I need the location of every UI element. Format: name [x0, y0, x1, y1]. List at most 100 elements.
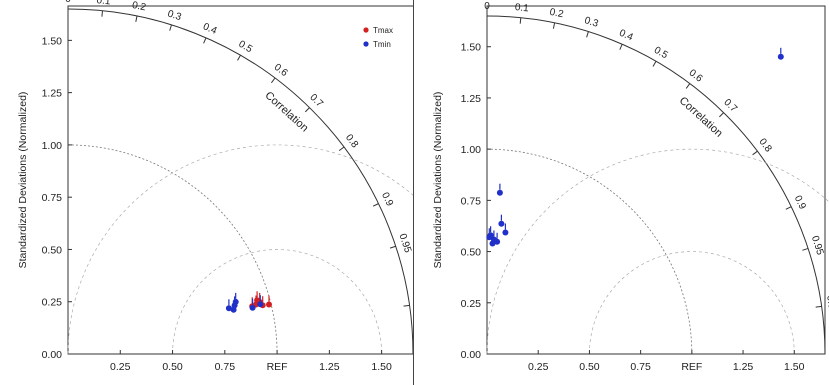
- chart-0-corr-tick-label-4: 0.4: [201, 21, 219, 37]
- chart-0-series-1-point-2: [225, 305, 232, 312]
- chart-0-outer-arc: [67, 8, 414, 355]
- chart-0-ytick-label-6: 1.50: [42, 35, 63, 47]
- chart-0-corr-tick-6: [270, 77, 276, 84]
- chart-0-corr-tick-10: [389, 245, 396, 249]
- chart-0-model-label-3: 4 - IPSL-CM5A: [90, 0, 147, 2]
- chart-1-corr-tick-label-1: 0.1: [514, 2, 529, 14]
- chart-0-series-1-point-4: [257, 301, 264, 308]
- chart-0-corr-tick-4: [203, 37, 207, 44]
- chart-0-frame: [67, 5, 414, 355]
- chart-0-legend-label-1: Tmin: [373, 40, 391, 49]
- chart-1-xtick-label-1: 0.50: [579, 361, 600, 373]
- chart-0-model-label-1: 2 - CNRM-CM5: [90, 0, 149, 2]
- chart-0-corr-tick-2: [135, 15, 138, 22]
- chart-1-model-label-3: 4 - IPSL-CM5A: [509, 0, 566, 2]
- chart-1-corr-tick-label-5: 0.5: [652, 45, 670, 62]
- chart-0-ytick-label-2: 0.50: [42, 244, 63, 256]
- chart-0-corr-tick-11: [403, 304, 410, 307]
- chart-1-corr-tick-label-0: 0: [484, 1, 490, 12]
- chart-1-corr-tick-1: [519, 17, 522, 24]
- chart-1-xtick-label-4: 1.25: [733, 361, 754, 373]
- chart-0-xtick-label-5: 1.50: [371, 361, 392, 373]
- chart-0-corr-tick-1: [101, 10, 103, 17]
- chart-1-model-label-5: 6 - GFDL-ESM2M: [509, 0, 577, 2]
- chart-1-series-0-point-2: [494, 238, 501, 245]
- chart-0-corr-tick-label-6: 0.6: [272, 62, 290, 79]
- chart-1-ylabel: Standardized Deviations (Normalized): [432, 92, 444, 269]
- chart-0-xtick-label-4: 1.25: [319, 361, 340, 373]
- chart-1-corr-tick-label-10: 0.95: [809, 235, 826, 257]
- chart-1-ytick-label-1: 0.25: [461, 298, 482, 310]
- chart-1-corr-tick-label-3: 0.3: [583, 15, 600, 30]
- chart-1-rms-arc-0: [589, 251, 795, 355]
- chart-0-xtick-label-0: 0.25: [110, 361, 131, 373]
- chart-0-legend-marker-1: [363, 41, 369, 47]
- chart-1-corr-tick-3: [586, 31, 589, 38]
- chart-0-corr-tick-label-7: 0.7: [307, 92, 325, 110]
- chart-0-rms-arc-0: [172, 249, 382, 355]
- chart-1-correlation-label: Correlation: [677, 95, 725, 140]
- taylor-diagram-left-svg: 0.000.250.500.751.001.251.500.25 0.50 0.75…: [17, 0, 414, 373]
- chart-1-model-label-0: 1 - CCCma-CanESM2: [509, 0, 593, 2]
- chart-0-corr-tick-7: [304, 107, 310, 113]
- chart-1-ytick-label-6: 1.50: [461, 42, 482, 54]
- chart-0-corr-tick-label-3: 0.3: [166, 8, 183, 23]
- chart-1-corr-tick-label-7: 0.7: [721, 97, 739, 115]
- chart-1-model-label-2: 3 - CSIRO-Mk3-6-0: [509, 0, 582, 2]
- chart-0-legend-marker-0: [363, 27, 369, 33]
- chart-1-corr-tick-6: [685, 83, 691, 89]
- chart-0-model-label-0: 1 - CCCma-CanESM2: [90, 0, 174, 2]
- taylor-diagram-right: 0.00 0.25 0.50 0.75 1.00 1.25 1.50 0.25 0.50 0.75…: [415, 0, 829, 385]
- chart-1-model-label-4: 5 - MPI-ESM-MR: [509, 0, 574, 2]
- chart-0-xtick-label-3: REF: [267, 361, 288, 373]
- chart-1-ytick-label-3: 0.75: [461, 195, 482, 207]
- chart-1-corr-tick-11: [815, 305, 822, 308]
- chart-1-corr-tick-label-4: 0.4: [617, 28, 635, 44]
- chart-1-corr-tick-8: [752, 150, 758, 156]
- chart-0-corr-tick-label-1: 0.1: [96, 0, 111, 7]
- chart-1-xtick-label-2: 0.75: [630, 361, 651, 373]
- chart-0-ylabel: Standardized Deviations (Normalized): [17, 92, 29, 269]
- chart-0-ytick-label-5: 1.25: [42, 88, 63, 100]
- chart-1-frame: [486, 5, 826, 355]
- chart-0-xtick-label-2: 0.75: [215, 361, 236, 373]
- chart-0-ytick-label-1: 0.25: [42, 297, 63, 309]
- chart-1-series-1-point-0: [777, 53, 784, 60]
- chart-0-ref-std-arc: [67, 144, 278, 355]
- chart-0-model-label-2: 3 - CSIRO-Mk3-6-0: [90, 0, 163, 2]
- chart-0-corr-tick-label-10: 0.95: [397, 232, 414, 254]
- chart-1-model-label-1: 2 - CNRM-CM5: [509, 0, 568, 2]
- chart-1-xtick-label-5: 1.50: [784, 361, 805, 373]
- chart-1-corr-tick-2: [552, 22, 556, 29]
- chart-0-corr-tick-label-8: 0.8: [343, 132, 360, 150]
- chart-0-ytick-label-4: 1.00: [42, 140, 63, 152]
- chart-1-corr-tick-4: [619, 44, 623, 50]
- chart-0-model-label-5: 6 - GFDL-ESM2M: [90, 0, 158, 2]
- chart-1-xtick-label-3: REF: [681, 361, 702, 373]
- chart-0-corr-tick-9: [372, 203, 379, 207]
- chart-1-corr-tick-label-2: 0.2: [549, 7, 565, 21]
- chart-0-series-1-point-5: [249, 304, 256, 311]
- chart-1-series-0-point-5: [502, 229, 509, 236]
- chart-1-xtick-label-0: 0.25: [528, 361, 549, 373]
- chart-0-corr-tick-label-2: 0.2: [131, 0, 147, 14]
- chart-1-ref-std-arc: [486, 148, 693, 355]
- chart-1-series-0-point-7: [489, 240, 496, 247]
- chart-1-series-0-point-6: [486, 234, 493, 241]
- chart-0-corr-tick-8: [338, 146, 345, 152]
- chart-1-corr-tick-10: [802, 247, 809, 251]
- chart-0-corr-tick-label-9: 0.9: [379, 191, 395, 209]
- chart-1-outer-arc: [486, 15, 826, 355]
- chart-0-model-label-4: 5 - MPI-ESM-MR: [90, 0, 155, 2]
- chart-1-ytick-label-0: 0.00: [461, 349, 482, 361]
- chart-1-ytick-label-2: 0.50: [461, 247, 482, 259]
- chart-1-corr-tick-label-9: 0.9: [792, 194, 808, 212]
- taylor-diagram-right-svg: 0.000.250.500.751.001.251.500.25 0.50 0.75…: [432, 0, 829, 373]
- chart-0-rms-arc-1: [67, 144, 414, 355]
- chart-0-xtick-label-1: 0.50: [162, 361, 183, 373]
- chart-1-ytick-label-4: 1.00: [461, 144, 482, 156]
- chart-0-series-1-point-3: [230, 306, 237, 313]
- chart-1-rms-arc-1: [486, 148, 829, 355]
- chart-1-corr-tick-label-6: 0.6: [687, 67, 705, 84]
- taylor-diagram-left: 0.00 0.25 0.50 0.75 1.00 1.25 1.50 0.25 0.50 0.75…: [0, 0, 414, 385]
